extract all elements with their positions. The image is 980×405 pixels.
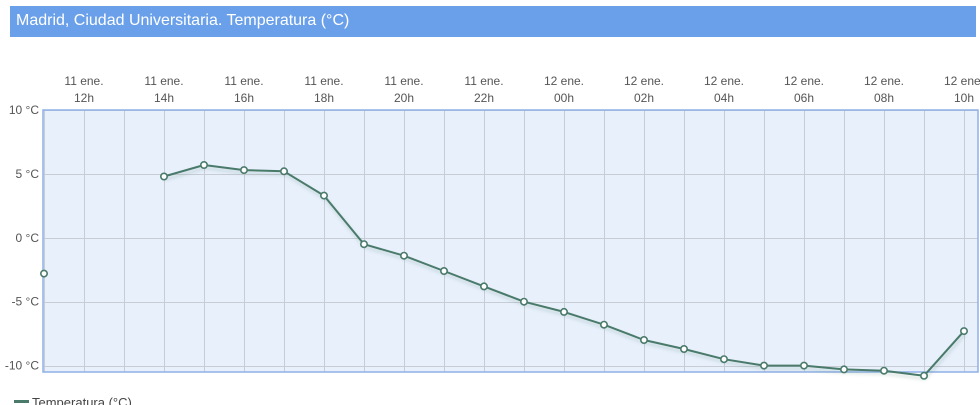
x-tick-label-hour: 22h (474, 91, 494, 105)
x-tick-label-date: 11 ene. (224, 74, 263, 88)
data-point (839, 365, 848, 374)
data-point (479, 282, 488, 291)
plot-border (42, 109, 979, 373)
data-point (359, 240, 368, 249)
data-point (599, 320, 608, 329)
x-tick-label-hour: 00h (554, 91, 574, 105)
data-point (759, 361, 768, 370)
data-point (319, 191, 328, 200)
y-tick-label: 5 °C (16, 167, 40, 181)
data-point (959, 327, 968, 336)
x-tick-label-hour: 12h (74, 91, 94, 105)
x-tick-label-hour: 10h (954, 91, 974, 105)
x-tick-label-hour: 08h (874, 91, 894, 105)
x-tick-label-date: 12 ene. (704, 74, 744, 88)
data-point (39, 269, 48, 278)
y-axis-labels: 10 °C 5 °C 0 °C -5 °C -10 °C (5, 103, 39, 373)
data-point (639, 335, 648, 344)
x-tick-label-date: 12 ene. (544, 74, 584, 88)
x-axis-labels: 11 ene. 12h 11 ene. 14h 11 ene. 16h 11 ene. 18h… (64, 74, 980, 105)
chart-title-bar: Madrid, Ciudad Universitaria. Temperatur… (10, 6, 976, 37)
data-point (519, 297, 528, 306)
legend[interactable]: Temperatura (°C) (14, 391, 132, 405)
x-tick-label-date: 12 ene. (864, 74, 904, 88)
data-point (719, 355, 728, 364)
y-tick-label: -5 °C (12, 295, 40, 309)
y-tick-label: 0 °C (16, 231, 40, 245)
data-point (200, 161, 209, 170)
y-tick-label: -10 °C (5, 359, 39, 373)
data-point (799, 361, 808, 370)
data-point (399, 251, 408, 260)
x-tick-label-hour: 06h (794, 91, 814, 105)
chart-title: Madrid, Ciudad Universitaria. Temperatur… (16, 12, 350, 29)
x-tick-label-date: 11 ene. (64, 74, 103, 88)
x-tick-label-hour: 20h (394, 91, 414, 105)
data-point (160, 172, 169, 181)
data-point (919, 371, 928, 380)
data-point (559, 307, 568, 316)
x-tick-label-hour: 04h (714, 91, 734, 105)
x-tick-label-date: 11 ene. (144, 74, 183, 88)
data-point (679, 344, 688, 353)
legend-swatch (14, 400, 29, 404)
x-tick-label-date: 12 ene. (944, 74, 980, 88)
y-tick-label: 10 °C (9, 103, 39, 117)
x-tick-label-hour: 02h (634, 91, 654, 105)
plot-area (43, 110, 978, 372)
x-tick-label-hour: 14h (154, 91, 174, 105)
x-tick-label-date: 12 ene. (624, 74, 664, 88)
series-temperatura (39, 161, 968, 380)
legend-label: Temperatura (°C) (32, 395, 132, 405)
x-tick-label-date: 11 ene. (464, 74, 503, 88)
data-point (279, 167, 288, 176)
x-tick-label-hour: 16h (234, 91, 254, 105)
x-tick-label-hour: 18h (314, 91, 334, 105)
data-point (879, 366, 888, 375)
data-point (439, 266, 448, 275)
x-tick-label-date: 11 ene. (304, 74, 343, 88)
data-point (240, 166, 249, 175)
x-tick-label-date: 12 ene. (784, 74, 824, 88)
x-tick-label-date: 11 ene. (384, 74, 423, 88)
